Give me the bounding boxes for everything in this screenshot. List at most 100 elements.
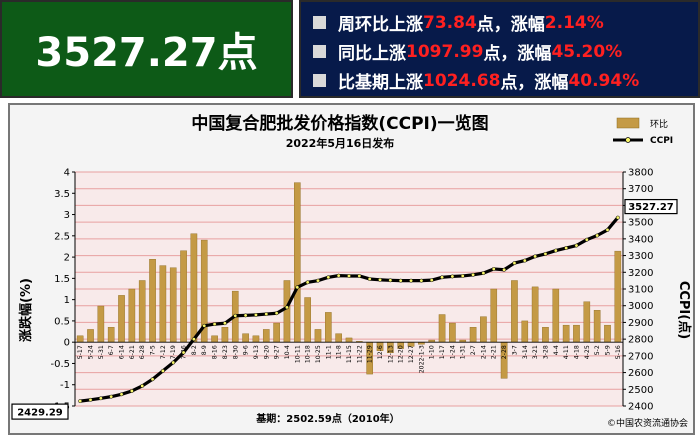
- ccpi-point: [140, 383, 145, 388]
- ccpi-point: [233, 313, 238, 318]
- x-tick-label: 5-17: [77, 345, 84, 359]
- stat-mid: 点，涨幅: [483, 44, 552, 64]
- first-value-label: 2429.29: [17, 408, 63, 419]
- ccpi-point: [584, 237, 589, 242]
- ccpi-point: [326, 275, 331, 280]
- y-left-tick-label: 4: [64, 168, 70, 179]
- ccpi-point: [409, 278, 413, 283]
- ccpi-point: [243, 313, 248, 318]
- ccpi-point: [450, 274, 455, 279]
- ccpi-point: [429, 278, 434, 283]
- y-left-tick-label: 0: [64, 338, 70, 349]
- ccpi-point: [171, 360, 176, 365]
- legend-line-label: CCPI: [650, 136, 673, 146]
- ccpi-point: [191, 337, 196, 342]
- bar-weekly-change: [593, 310, 601, 343]
- x-tick-label: 1-31: [460, 345, 467, 359]
- x-tick-label: 6-7: [108, 345, 115, 355]
- ccpi-point: [615, 215, 620, 220]
- x-tick-label: 2-7: [470, 345, 477, 355]
- ccpi-point: [150, 377, 155, 382]
- ccpi-point: [388, 278, 393, 283]
- ccpi-point: [274, 311, 279, 316]
- x-tick-label: 12-6: [377, 345, 384, 359]
- bar-weekly-change: [138, 280, 146, 343]
- bar-weekly-change: [521, 320, 529, 343]
- x-tick-label: 12-20: [398, 345, 405, 363]
- ccpi-point: [88, 397, 93, 402]
- bar-weekly-change: [552, 288, 560, 343]
- x-tick-label: 7-5: [150, 345, 157, 355]
- legend-bar-swatch: [616, 117, 640, 129]
- ccpi-point: [222, 321, 227, 326]
- ccpi-point: [595, 233, 600, 238]
- bar-weekly-change: [511, 280, 518, 343]
- stat-mid: 点，涨幅: [476, 15, 545, 35]
- ccpi-point: [305, 280, 310, 285]
- ccpi-point: [605, 227, 610, 232]
- y-left-tick-label: -0.5: [50, 359, 70, 370]
- y-right-tick-label: 2700: [628, 351, 653, 362]
- ccpi-point: [398, 278, 403, 283]
- chart-subtitle: 2022年5月16日发布: [286, 136, 395, 150]
- stat-base: 比基期上涨 1024.68 点，涨幅 40.94%: [313, 66, 698, 95]
- bar-weekly-change: [128, 288, 136, 343]
- x-tick-label: 3-14: [522, 345, 529, 359]
- first-value-box: [11, 403, 69, 420]
- ccpi-point: [522, 258, 527, 263]
- ccpi-point: [212, 322, 217, 327]
- y-right-tick-label: 3000: [628, 301, 653, 312]
- ccpi-point: [285, 305, 289, 310]
- y-right-tick-label: 3200: [628, 268, 653, 279]
- ccpi-point: [564, 246, 569, 251]
- x-tick-label: 2022-1-3: [418, 345, 425, 373]
- x-tick-label: 4-11: [563, 345, 570, 359]
- bar-weekly-change: [335, 333, 342, 343]
- stat-points: 1097.99: [406, 41, 484, 62]
- ccpi-point: [119, 392, 124, 397]
- bar-weekly-change: [159, 265, 167, 343]
- x-tick-label: 2-21: [491, 345, 498, 359]
- ccpi-point: [295, 285, 300, 290]
- ccpi-point: [491, 266, 496, 271]
- y-left-tick-label: 2.5: [54, 231, 70, 242]
- bar-weekly-change: [531, 286, 539, 343]
- bar-weekly-change: [490, 288, 498, 343]
- bar-weekly-change: [449, 322, 456, 343]
- ccpi-point: [471, 272, 476, 277]
- bar-weekly-change: [325, 312, 332, 343]
- ccpi-point: [160, 368, 165, 373]
- x-tick-label: 1-10: [429, 345, 436, 359]
- x-tick-label: 9-27: [274, 345, 281, 359]
- stat-label: 比基期上涨: [338, 73, 423, 93]
- y-right-tick-label: 3300: [628, 251, 653, 262]
- ccpi-point: [316, 278, 320, 283]
- stat-percent: 45.20%: [551, 41, 623, 62]
- x-tick-label: 8-16: [212, 345, 219, 359]
- ccpi-point: [98, 396, 103, 401]
- ccpi-point: [264, 312, 269, 317]
- stat-mid: 点，涨幅: [500, 73, 569, 93]
- x-tick-label: 5-16: [615, 345, 622, 359]
- bar-weekly-change: [97, 305, 105, 343]
- ccpi-chart: 中国复合肥批发价格指数(CCPI)一览图 2022年5月16日发布 环比 CCP…: [8, 103, 695, 435]
- last-value-box: [624, 198, 678, 215]
- y-left-tick-label: 1: [64, 295, 70, 306]
- legend-bar-label: 环比: [650, 118, 668, 130]
- y-right-tick-label: 2600: [628, 368, 653, 379]
- x-tick-label: 10-25: [315, 345, 322, 363]
- copyright-note: ©中国农资流通协会: [607, 417, 688, 429]
- stat-points: 73.84: [423, 12, 477, 33]
- bar-weekly-change: [438, 314, 446, 343]
- x-tick-label: 10-11: [294, 345, 301, 363]
- y-right-tick-label: 3400: [628, 234, 653, 245]
- x-tick-label: 11-22: [356, 345, 363, 363]
- y-left-tick-label: 1.5: [54, 274, 70, 285]
- bar-weekly-change: [345, 337, 353, 343]
- x-tick-label: 12-27: [408, 345, 415, 363]
- x-tick-label: 12-13: [387, 345, 394, 363]
- legend: 环比 CCPI: [613, 117, 673, 146]
- ccpi-point: [574, 243, 579, 248]
- bar-weekly-change: [583, 301, 591, 343]
- y-right-tick-label: 3800: [628, 168, 653, 179]
